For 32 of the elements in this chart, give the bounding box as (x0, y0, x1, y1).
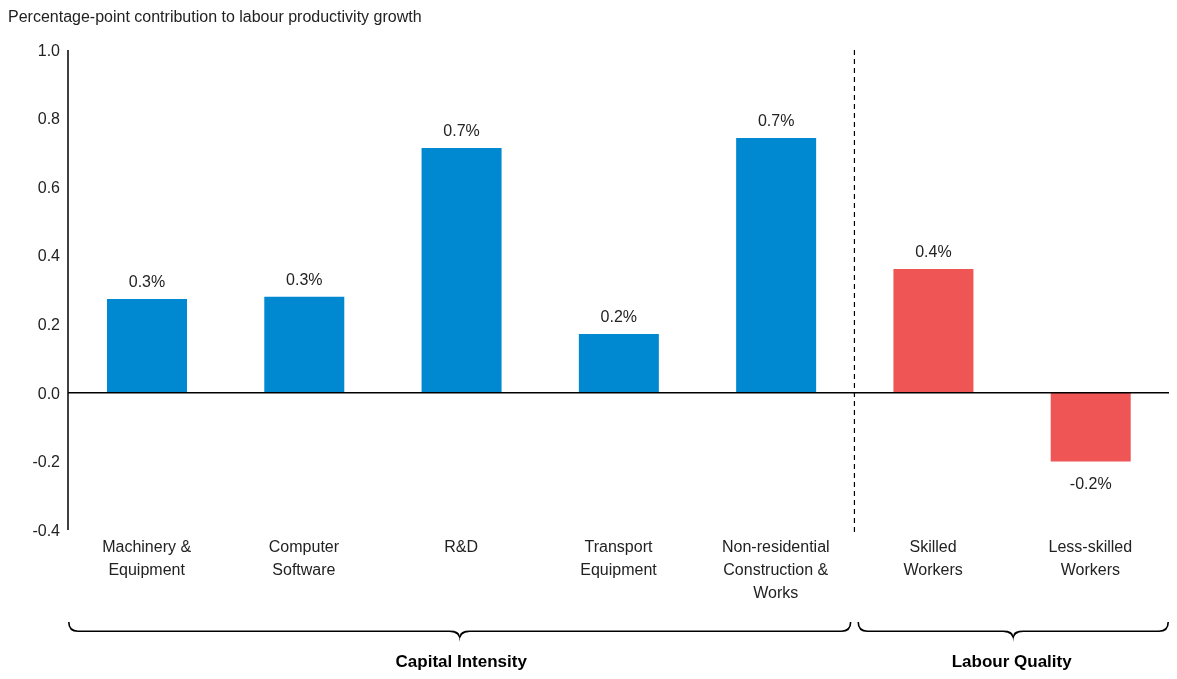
data-label: 0.2% (600, 307, 638, 325)
y-tick-label: -0.2 (32, 453, 61, 471)
x-tick-label: Skilled Workers (903, 538, 963, 578)
x-tick-label: Less-skilled Workers (1048, 538, 1133, 578)
data-label: -0.2% (1069, 475, 1112, 493)
x-tick-label: Non-residential Construction & Works (721, 538, 830, 601)
data-label: 0.4% (915, 243, 952, 261)
text: Capital Intensity (395, 652, 528, 671)
y-tick-label: -0.4 (32, 521, 61, 539)
data-label: 0.7% (443, 122, 480, 140)
text: Labour Quality (951, 652, 1073, 671)
y-tick-label: 0.8 (37, 110, 61, 128)
y-tick-label: 0.6 (37, 178, 61, 196)
y-tick-label: 1.0 (37, 41, 61, 59)
x-tick-label: Machinery & Equipment (102, 538, 192, 578)
bar (736, 138, 817, 393)
bar (893, 269, 974, 393)
bar (264, 296, 345, 393)
y-tick-label: 0.2 (37, 315, 61, 333)
y-tick-label: 0.0 (37, 384, 61, 402)
bar (1050, 392, 1131, 462)
bar (107, 298, 187, 393)
data-label: 0.7% (757, 112, 795, 130)
y-tick-label: 0.4 (37, 247, 61, 265)
x-tick-label: Transport Equipment (580, 538, 658, 578)
y-axis-title: Percentage-point contribution to labour productivity growth (8, 8, 422, 26)
x-tick-label: R&D (444, 538, 479, 555)
bar (578, 333, 659, 393)
bar (421, 148, 502, 393)
data-label: 0.3% (128, 272, 166, 290)
x-tick-label: Computer Software (268, 538, 340, 578)
data-label: 0.3% (286, 270, 323, 288)
